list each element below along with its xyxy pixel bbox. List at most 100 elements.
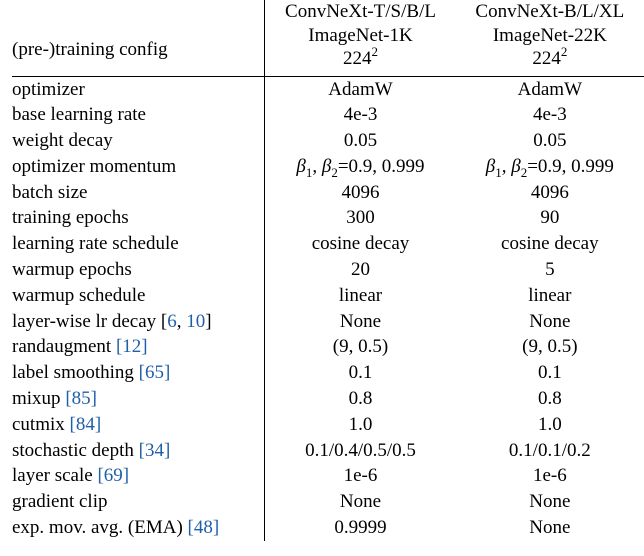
cell-in1k: 0.1 (264, 360, 456, 387)
column-header-in22k-dataset: ImageNet-22K (492, 24, 607, 46)
row-label: stochastic depth [34] (12, 439, 171, 461)
cell-in22k: None (529, 491, 571, 513)
table-row: randaugment [12] (9, 0.5) (9, 0.5) (12, 334, 644, 361)
row-label: training epochs (12, 207, 129, 229)
cell-in22k: 90 (540, 207, 560, 229)
table-row: optimizer AdamW AdamW (12, 76, 644, 103)
citation-link[interactable]: [84] (69, 413, 102, 435)
column-header-in22k: ConvNeXt-B/L/XL ImageNet-22K 2242 (456, 0, 644, 76)
row-label: gradient clip (12, 491, 108, 513)
cell-in22k: linear (528, 284, 572, 306)
column-header-in1k-dataset: ImageNet-1K (308, 24, 413, 46)
cell-in22k: None (529, 310, 571, 332)
cell-in22k: AdamW (517, 78, 583, 100)
row-label: exp. mov. avg. (EMA) [48] (12, 517, 220, 539)
cell-in1k: AdamW (264, 76, 456, 103)
citation-link[interactable]: [69] (97, 465, 130, 487)
momentum-value: =0.9, 0.999 (527, 155, 614, 177)
cell-in1k: None (264, 308, 456, 335)
row-label-header: (pre-)training config (12, 0, 265, 76)
beta-symbol: β (511, 155, 521, 177)
comma-separator: , (501, 155, 512, 177)
table-body: optimizer AdamW AdamW base learning rate… (12, 76, 644, 541)
training-config-table: (pre-)training config ConvNeXt-T/S/B/L I… (12, 0, 644, 541)
header-row: (pre-)training config ConvNeXt-T/S/B/L I… (12, 0, 644, 76)
cell-in1k: 20 (264, 257, 456, 283)
cell-in1k: 4e-3 (264, 102, 456, 129)
cell-in1k: linear (264, 282, 456, 309)
momentum-value: =0.9, 0.999 (337, 155, 425, 177)
cell-in22k: 4096 (530, 181, 569, 203)
row-label-header-text: (pre-)training config (12, 38, 168, 60)
column-header-in22k-resolution: 2242 (532, 43, 568, 69)
table-row: batch size 4096 4096 (12, 179, 644, 206)
row-label: mixup [85] (12, 388, 97, 410)
cell-in22k: 5 (545, 259, 555, 281)
table-row: cutmix [84] 1.0 1.0 (12, 411, 644, 438)
citation-link[interactable]: [34] (138, 439, 171, 461)
table-row: optimizer momentum β1, β2=0.9, 0.999 β1,… (12, 153, 644, 180)
cell-in1k: (9, 0.5) (264, 334, 456, 361)
cell-in22k: 0.1/0.1/0.2 (508, 439, 591, 461)
table-row: layer-wise lr decay [6, 10] None None (12, 308, 644, 335)
column-header-in1k-models: ConvNeXt-T/S/B/L (285, 1, 436, 22)
citation-link[interactable]: [85] (65, 388, 97, 410)
cell-in1k: 0.8 (264, 386, 456, 412)
column-header-in1k-resolution: 2242 (342, 43, 378, 69)
table-row: layer scale [69] 1e-6 1e-6 (12, 463, 644, 490)
cell-in22k: 4e-3 (532, 104, 567, 126)
table-row: gradient clip None None (12, 489, 644, 516)
table-row: warmup schedule linear linear (12, 282, 644, 309)
cell-in22k: 0.1 (537, 362, 562, 384)
citation-link[interactable]: 10 (186, 310, 206, 332)
row-label: learning rate schedule (12, 233, 179, 255)
citation-link[interactable]: [65] (138, 362, 171, 384)
cell-in22k: cosine decay (501, 233, 599, 255)
row-label: weight decay (12, 130, 113, 152)
citation-link[interactable]: 6 (167, 310, 177, 332)
table-row: stochastic depth [34] 0.1/0.4/0.5/0.5 0.… (12, 437, 644, 464)
row-label: cutmix [84] (12, 413, 102, 435)
table-row: learning rate schedule cosine decay cosi… (12, 231, 644, 258)
row-label: optimizer momentum (12, 155, 177, 177)
cell-in1k: 0.1/0.4/0.5/0.5 (264, 437, 456, 464)
table-row: label smoothing [65] 0.1 0.1 (12, 360, 644, 387)
citation-link[interactable]: [48] (187, 517, 220, 539)
row-label: batch size (12, 181, 88, 203)
table-row: mixup [85] 0.8 0.8 (12, 386, 644, 412)
column-header-in22k-models: ConvNeXt-B/L/XL (475, 1, 625, 22)
cell-in1k: 4096 (264, 179, 456, 206)
table-row: exp. mov. avg. (EMA) [48] 0.9999 None (12, 515, 644, 541)
cell-in22k: None (529, 517, 571, 539)
cell-in22k: 0.05 (533, 130, 567, 152)
cell-in1k: None (264, 489, 456, 516)
row-label: base learning rate (12, 104, 146, 126)
row-label: layer scale [69] (12, 465, 130, 487)
citation-link[interactable]: [12] (115, 336, 148, 358)
row-label: randaugment [12] (12, 336, 148, 358)
cell-in1k: 1e-6 (264, 463, 456, 490)
table-row: training epochs 300 90 (12, 205, 644, 232)
beta-symbol: β (321, 155, 332, 177)
table-row: warmup epochs 20 5 (12, 257, 644, 283)
row-label: warmup epochs (12, 259, 132, 281)
cell-in1k: 300 (264, 205, 456, 232)
cell-in1k: 1.0 (264, 411, 456, 438)
row-label: optimizer (12, 78, 85, 100)
cell-in1k: cosine decay (264, 231, 456, 258)
table-header: (pre-)training config ConvNeXt-T/S/B/L I… (12, 0, 644, 76)
cell-in22k: 0.8 (537, 388, 562, 410)
cell-in22k: β1, β2=0.9, 0.999 (485, 155, 614, 180)
cell-in22k: (9, 0.5) (522, 336, 578, 358)
table-row: weight decay 0.05 0.05 (12, 128, 644, 154)
column-header-in1k: ConvNeXt-T/S/B/L ImageNet-1K 2242 (264, 0, 456, 76)
cell-in1k: 0.05 (264, 128, 456, 154)
cell-in22k: 1.0 (537, 413, 562, 435)
table-row: base learning rate 4e-3 4e-3 (12, 102, 644, 129)
cell-in1k: 0.9999 (264, 515, 456, 541)
row-label: label smoothing [65] (12, 362, 171, 384)
cell-in22k: 1e-6 (532, 465, 567, 487)
row-label: warmup schedule (12, 284, 146, 306)
comma-separator: , (312, 155, 322, 177)
